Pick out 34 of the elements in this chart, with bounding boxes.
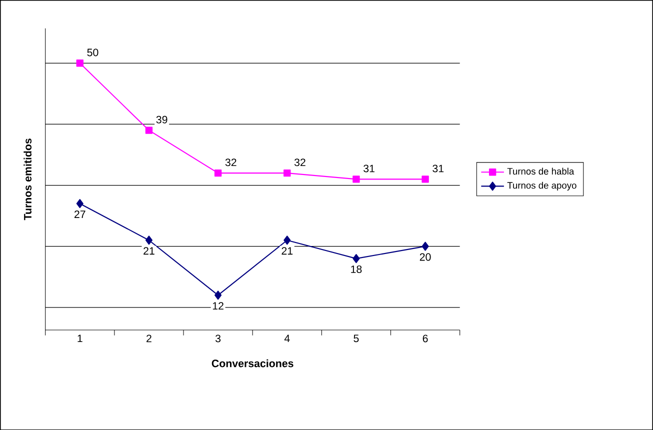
data-label: 31 [364,164,374,172]
point [352,254,360,263]
data-label: 39 [156,116,168,124]
data-label: 21 [144,247,154,254]
data-label: 18 [351,265,362,273]
x-tick-label: 3 [215,334,221,342]
x-tick-label: 1 [78,334,82,342]
x-tick-label: 5 [354,334,359,342]
x-tick-label: 2 [146,334,152,342]
legend-label: Turnos de habla [507,168,574,174]
point [145,126,153,134]
point [214,169,222,177]
data-label: 20 [420,253,431,261]
point [352,175,360,183]
point [284,236,291,245]
data-label: 50 [87,48,98,56]
x-tick-label: 6 [422,334,428,342]
point [422,242,429,251]
point [145,236,152,245]
point [76,198,84,208]
point [422,175,429,183]
point [284,169,291,177]
data-label: 32 [225,158,236,166]
y-axis-title: Turnos emitidos [24,138,32,220]
data-label: 21 [282,247,293,254]
legend-label: Turnos de apoyo [507,182,576,190]
data-label: 12 [212,302,224,310]
point [76,59,84,67]
point [214,290,222,300]
data-label: 32 [294,158,306,166]
x-axis-title: Conversaciones [212,359,294,368]
data-label: 27 [74,210,86,218]
x-tick-label: 4 [284,334,290,342]
data-label: 31 [432,164,444,172]
